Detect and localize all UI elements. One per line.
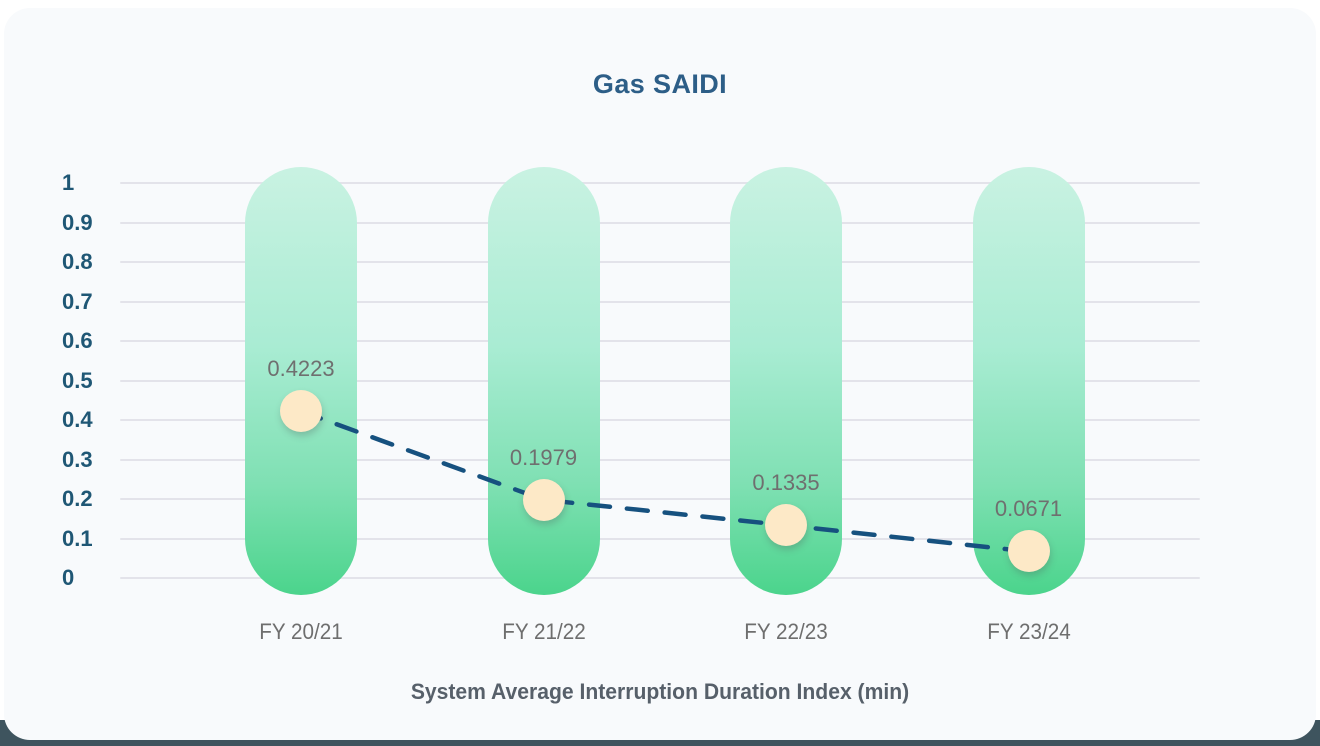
y-axis-tick-label: 0.7 [62,288,93,314]
x-axis-title: System Average Interruption Duration Ind… [410,679,910,704]
gridline [120,379,1200,382]
x-axis-tick-label: FY 22/23 [744,619,828,644]
gridline [120,221,1200,224]
y-axis-tick-label: 0.5 [62,367,93,393]
y-axis-tick-label: 0.4 [62,407,93,432]
data-point-fy-22-23[interactable] [765,504,807,547]
y-axis-tick-label: 0.2 [62,486,93,511]
chart-title: Gas SAIDI [592,69,728,99]
data-point-fy-21-22[interactable] [522,478,565,521]
trend-line-path [298,408,1031,554]
chart-card [4,8,1316,740]
x-axis-tick-label: FY 23/24 [986,619,1071,644]
y-axis-tick-label: 0.1 [62,525,93,551]
y-axis-tick-label: 0.3 [62,446,93,472]
y-axis-tick-label: 1 [62,170,75,195]
y-axis-tick-label: 0.6 [62,328,93,353]
data-point-value-label: 0.4223 [267,356,335,382]
data-point-value-label: 0.1979 [509,444,578,470]
y-axis-tick-label: 0.8 [62,249,93,274]
gridline [120,340,1200,342]
data-point-fy-23-24[interactable] [1007,530,1050,573]
data-point-fy-20-21[interactable] [280,390,322,433]
gridline [120,300,1200,303]
pill-bar-2 [487,167,600,595]
x-axis-tick-label: FY 20/21 [259,619,343,644]
y-axis-tick-label: 0 [62,565,75,590]
y-axis-tick-label: 0.9 [62,209,93,235]
x-axis-tick-label: FY 21/22 [501,619,586,644]
gridline [120,182,1200,184]
gridline [120,261,1200,263]
gridline [120,577,1200,579]
data-point-value-label: 0.1335 [752,470,820,496]
data-point-value-label: 0.0671 [994,496,1063,522]
